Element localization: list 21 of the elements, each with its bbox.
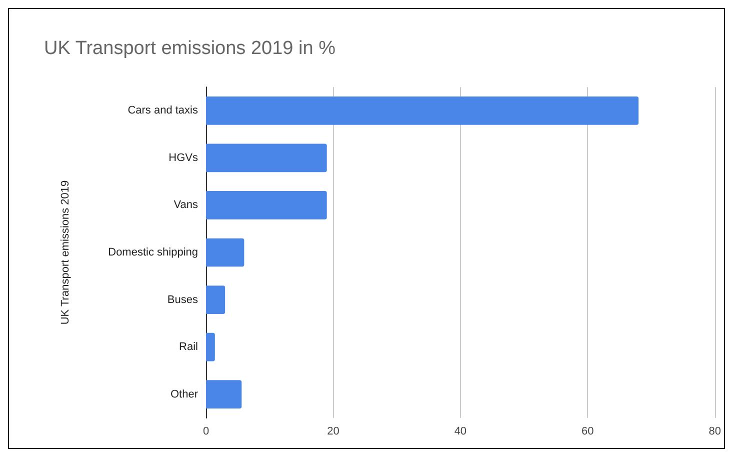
y-tick-label: Domestic shipping [108, 246, 198, 258]
y-tick-label: Cars and taxis [128, 104, 198, 117]
x-tick-label: 80 [708, 426, 722, 438]
x-tick-label: 0 [202, 426, 210, 438]
bar [206, 380, 242, 409]
bar [206, 286, 226, 314]
y-tick-label: Vans [174, 199, 198, 212]
bar [206, 332, 215, 362]
chart-title: UK Transport emissions 2019 in % [44, 38, 336, 59]
bar [206, 191, 327, 220]
y-tick-label: Buses [167, 294, 198, 306]
bar [206, 144, 327, 172]
x-tick-label: 60 [582, 426, 594, 438]
bar [206, 238, 244, 267]
x-tick-label: 20 [327, 426, 340, 438]
y-tick-label: HGVs [168, 152, 198, 164]
y-tick-label: Other [170, 388, 198, 400]
bar [206, 96, 639, 125]
x-tick-label: 40 [454, 426, 467, 438]
y-tick-label: Rail [179, 341, 198, 354]
y-axis-title: UK Transport emissions 2019 [60, 180, 72, 325]
